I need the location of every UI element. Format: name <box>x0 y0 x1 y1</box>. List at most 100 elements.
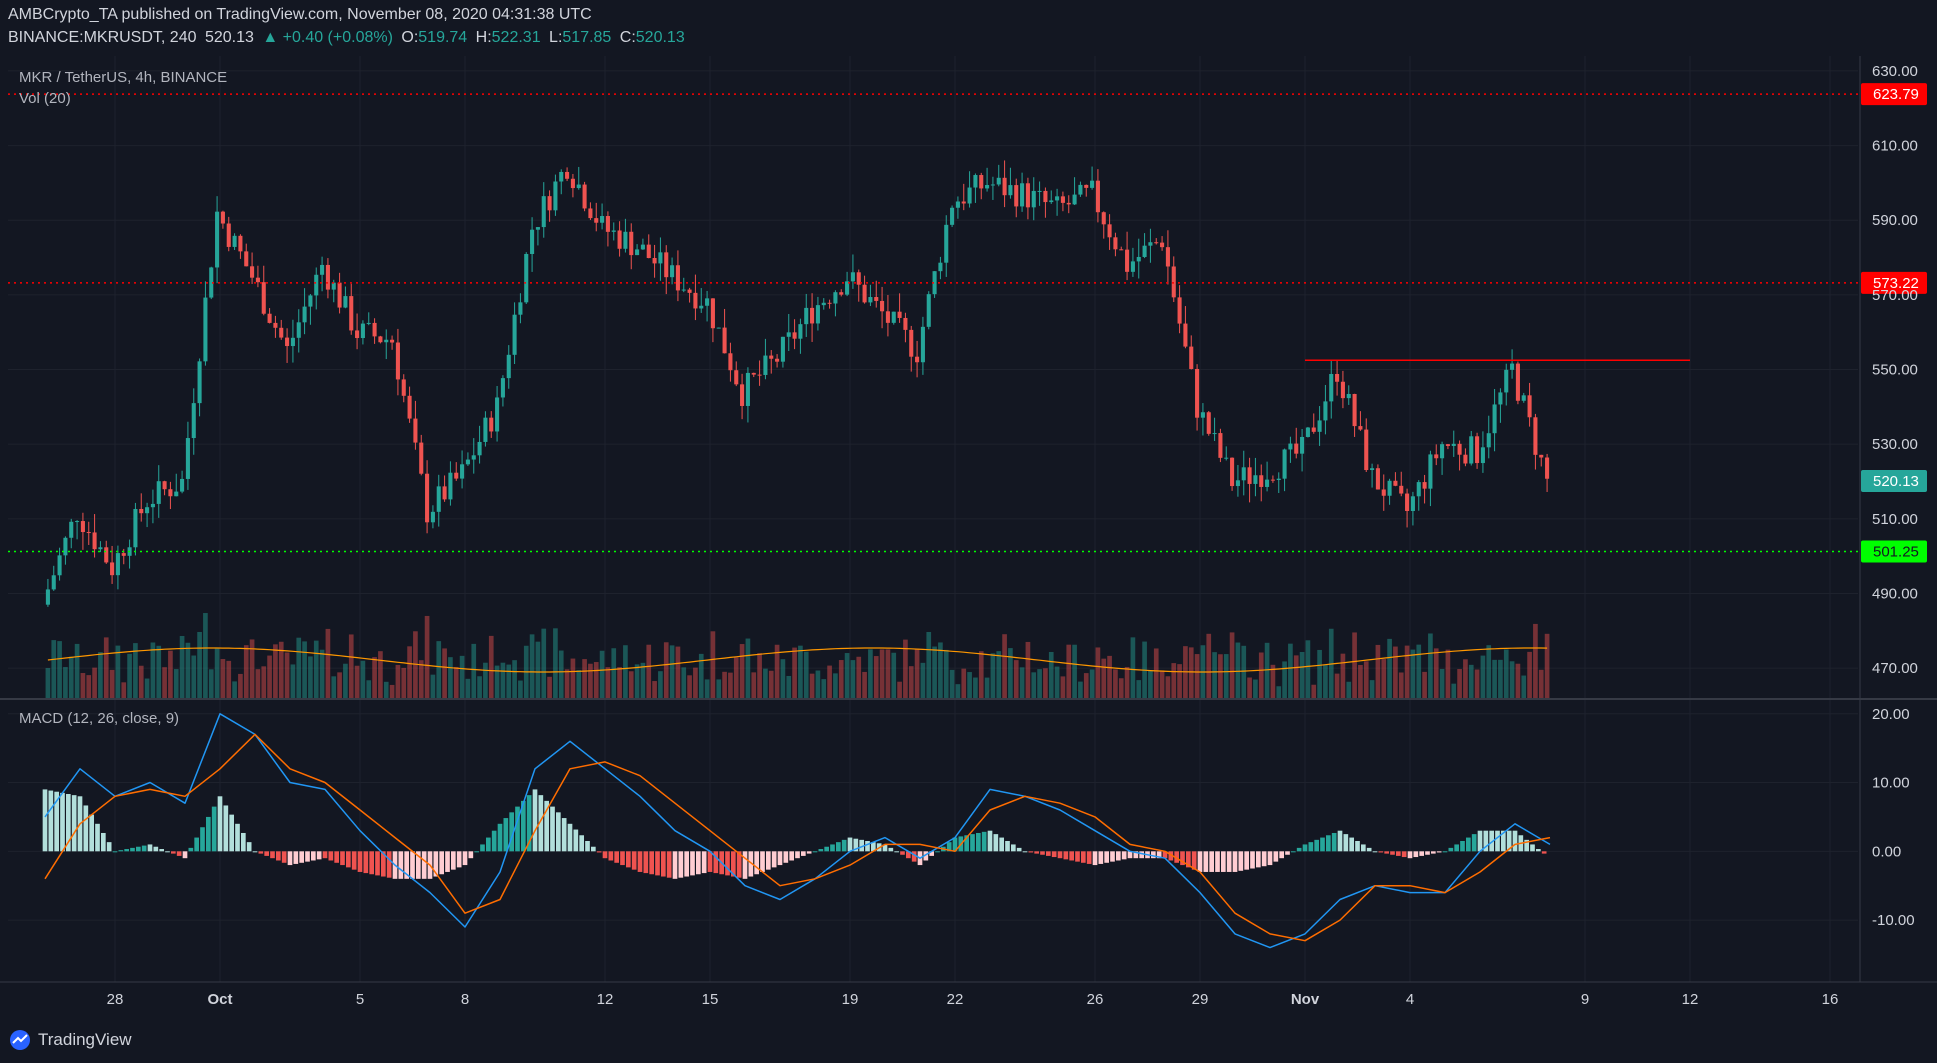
candle-body <box>798 324 803 339</box>
candle-body <box>477 441 482 456</box>
price-level-text: 501.25 <box>1873 543 1919 560</box>
macd-histogram-bar <box>748 851 754 877</box>
volume-bar <box>92 667 97 698</box>
macd-histogram-bar <box>1343 834 1349 852</box>
candle-body <box>623 231 628 249</box>
volume-bar <box>1031 672 1037 698</box>
candle-body <box>1008 185 1013 196</box>
macd-histogram-bar <box>404 851 409 879</box>
macd-histogram-bar <box>1372 851 1378 853</box>
volume-bar <box>1241 645 1247 698</box>
candle-body <box>1445 444 1450 446</box>
macd-histogram-bar <box>1320 837 1325 852</box>
price-level-tag <box>1861 540 1927 563</box>
candle-body <box>775 358 780 362</box>
volume-bar <box>150 642 156 698</box>
candle-body <box>471 455 476 460</box>
macd-histogram-bar <box>1110 851 1115 862</box>
macd-histogram-bar <box>789 851 794 861</box>
tradingview-logo[interactable]: TradingView <box>8 1030 132 1050</box>
candle-body <box>687 289 692 293</box>
signal-line <box>44 733 1551 942</box>
candle-body <box>174 491 179 497</box>
macd-histogram-bar <box>1296 847 1302 852</box>
candle-body <box>506 354 511 379</box>
candle-body <box>1475 436 1480 464</box>
candle-body <box>675 265 680 291</box>
volume-bar <box>745 638 751 698</box>
macd-histogram-bar <box>386 851 392 878</box>
volume-bar <box>1445 649 1451 698</box>
time-tick-label: 9 <box>1581 991 1589 1008</box>
macd-histogram-bar <box>54 791 59 852</box>
volume-bar <box>978 651 984 698</box>
candle-body <box>769 355 774 359</box>
candle-body <box>1515 363 1520 401</box>
candle-body <box>652 258 657 264</box>
candle-body <box>1043 190 1048 203</box>
macd-histogram-bar <box>381 851 386 877</box>
candle-body <box>535 227 540 230</box>
candle-body <box>366 322 371 324</box>
chart-header: AMBCrypto_TA published on TradingView.co… <box>0 0 1937 56</box>
macd-histogram-bar <box>445 851 450 872</box>
candle-body <box>559 171 564 182</box>
macd-histogram-bar <box>281 851 287 863</box>
volume-bar <box>383 681 389 698</box>
candle-body <box>670 265 675 278</box>
candle-body <box>1375 468 1380 490</box>
volume-bar <box>471 643 477 698</box>
volume-bar <box>908 666 914 698</box>
volume-bar <box>833 673 838 698</box>
volume-bar <box>366 680 372 698</box>
volume-bar <box>1270 664 1276 698</box>
volume-bar <box>1165 676 1171 698</box>
macd-histogram-bar <box>439 851 444 875</box>
macd-histogram-bar <box>1302 844 1308 852</box>
candle-body <box>1521 395 1526 401</box>
macd-histogram-bar <box>334 851 339 863</box>
volume-bar <box>1299 651 1305 698</box>
volume-bar <box>1538 669 1544 698</box>
macd-histogram-bar <box>1028 851 1034 853</box>
volume-bar <box>168 650 173 698</box>
macd-tick-label: 20.00 <box>1872 706 1910 723</box>
volume-bar <box>424 615 430 698</box>
macd-histogram-bar <box>964 835 969 852</box>
candle-body <box>1294 443 1299 454</box>
volume-bar <box>1375 644 1381 698</box>
macd-histogram-bar <box>176 851 182 856</box>
volume-bar <box>967 672 972 698</box>
macd-histogram-bar <box>608 851 614 861</box>
volume-bar <box>1428 633 1433 698</box>
candle-body <box>518 302 523 315</box>
volume-bar <box>208 669 214 698</box>
candle-body <box>990 184 995 186</box>
last-price: 520.13 <box>204 29 254 46</box>
candle-body <box>273 322 278 328</box>
macd-histogram-bar <box>217 796 223 852</box>
macd-histogram-bar <box>532 789 538 852</box>
candle-body <box>757 374 762 376</box>
volume-bar <box>337 672 342 698</box>
candle-body <box>1189 346 1194 369</box>
macd-histogram-bar <box>1261 851 1267 867</box>
macd-histogram-bar <box>456 851 462 868</box>
candle-body <box>722 327 727 354</box>
candle-body <box>693 292 698 309</box>
volume-bar <box>127 653 132 698</box>
volume-bar <box>1253 679 1258 698</box>
candle-body <box>121 553 126 556</box>
macd-histogram-bar <box>1308 842 1314 852</box>
candle-body <box>80 521 85 533</box>
volume-bar <box>593 662 599 698</box>
volume-bar <box>658 671 663 698</box>
macd-histogram-bar <box>1460 841 1465 852</box>
volume-bar <box>879 649 885 698</box>
volume-bar <box>1037 669 1042 698</box>
candle-body <box>495 397 500 432</box>
macd-histogram-bar <box>1046 851 1051 856</box>
macd-histogram-bar <box>1075 851 1080 862</box>
macd-histogram-bar <box>165 851 170 853</box>
